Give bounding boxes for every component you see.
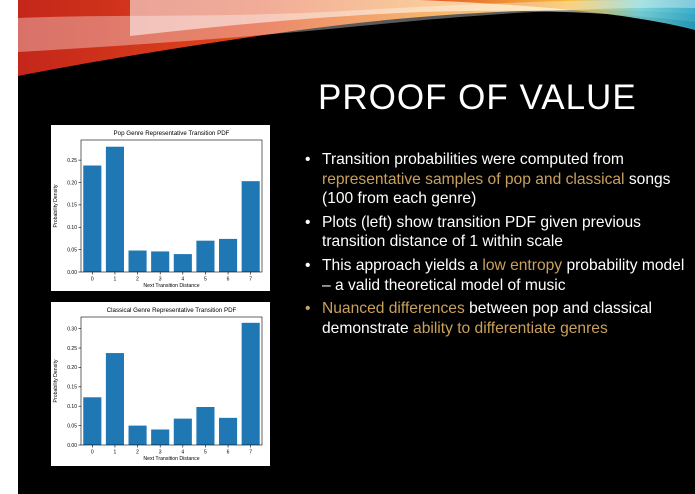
x-tick-label: 4	[181, 277, 184, 283]
chart-bar	[196, 406, 215, 445]
x-tick-label: 3	[159, 450, 162, 456]
y-axis-label: Probability Density	[53, 359, 59, 402]
x-tick-label: 6	[227, 450, 230, 456]
y-tick-label: 0.20	[67, 180, 77, 186]
y-tick-label: 0.15	[67, 203, 77, 209]
y-tick-label: 0.10	[67, 404, 77, 410]
x-tick-label: 0	[91, 277, 94, 283]
chart-bar	[196, 240, 215, 272]
bullet-item: • This approach yields a low entropy pro…	[303, 256, 691, 295]
pop-chart: Pop Genre Representative Transition PDF 0…	[51, 125, 270, 291]
x-tick-label: 1	[114, 277, 117, 283]
chart-bar	[83, 165, 102, 272]
x-tick-label: 5	[204, 450, 207, 456]
x-tick-label: 4	[181, 450, 184, 456]
bullet-item: • Nuanced differences between pop and cl…	[303, 299, 691, 338]
chart-bar	[128, 425, 147, 445]
chart-bar	[219, 238, 238, 272]
y-tick-label: 0.25	[67, 158, 77, 164]
x-tick-label: 6	[227, 277, 230, 283]
bullet-text: Transition probabilities were computed f…	[322, 151, 624, 168]
bullet-dot-icon: •	[305, 151, 311, 168]
slide-title: PROOF OF VALUE	[318, 78, 637, 117]
classical-chart: Classical Genre Representative Transitio…	[51, 302, 270, 466]
chart-bar	[105, 146, 124, 272]
bullet-highlight: low entropy	[482, 256, 563, 274]
chart-bar	[151, 251, 170, 272]
x-tick-label: 5	[204, 277, 207, 283]
pop-chart-svg: Pop Genre Representative Transition PDF 0…	[53, 130, 263, 289]
y-tick-label: 0.25	[67, 346, 77, 352]
chart-bar	[241, 181, 260, 272]
chart-frame	[80, 316, 263, 446]
x-axis-label: Next Transition Distance	[143, 283, 199, 289]
y-axis-label: Probability Density	[53, 184, 59, 227]
bullet-item: • Plots (left) show transition PDF given…	[303, 213, 691, 252]
chart-bar	[105, 353, 124, 445]
chart-bar	[173, 254, 192, 272]
bullet-highlight: Nuanced differences	[322, 300, 465, 318]
x-tick-label: 2	[136, 450, 139, 456]
chart-bar	[219, 417, 238, 445]
y-tick-label: 0.00	[67, 443, 77, 449]
y-tick-label: 0.05	[67, 247, 77, 253]
bullet-dot-icon: •	[305, 300, 311, 318]
classical-chart-svg: Classical Genre Representative Transitio…	[53, 307, 263, 462]
y-tick-label: 0.00	[67, 270, 77, 276]
chart-frame	[80, 139, 263, 273]
x-tick-label: 2	[136, 277, 139, 283]
bullet-list: • Transition probabilities were computed…	[303, 150, 691, 342]
y-tick-label: 0.05	[67, 423, 77, 429]
x-tick-label: 7	[249, 450, 252, 456]
x-tick-label: 7	[249, 277, 252, 283]
bullet-dot-icon: •	[305, 256, 311, 274]
bullet-text: probability model – a valid theoretical …	[322, 256, 685, 294]
y-tick-label: 0.15	[67, 385, 77, 391]
bullet-highlight: ability to differentiate genres	[413, 319, 608, 337]
x-tick-label: 1	[114, 450, 117, 456]
x-tick-label: 3	[159, 277, 162, 283]
chart-bar	[151, 429, 170, 445]
chart-bar	[128, 250, 147, 272]
bullet-text: between pop and classical demonstrate	[322, 300, 652, 337]
bullet-dot-icon: •	[305, 213, 311, 231]
chart-bar	[83, 397, 102, 445]
x-axis-label: Next Transition Distance	[143, 456, 199, 462]
bullet-item: • Transition probabilities were computed…	[303, 150, 691, 209]
bullet-text: This approach yields a	[322, 256, 483, 274]
x-tick-label: 0	[91, 450, 94, 456]
y-tick-label: 0.20	[67, 365, 77, 371]
chart-title: Classical Genre Representative Transitio…	[107, 307, 237, 314]
decorative-swoosh	[18, 0, 695, 76]
y-tick-label: 0.10	[67, 225, 77, 231]
chart-title: Pop Genre Representative Transition PDF	[114, 130, 230, 137]
y-tick-label: 0.30	[67, 326, 77, 332]
chart-bar	[241, 322, 260, 445]
chart-bar	[173, 418, 192, 445]
bullet-highlight: representative samples of pop and classi…	[322, 170, 625, 188]
bullet-text: songs (100 from each genre)	[322, 170, 671, 208]
bullet-text: Plots (left) show transition PDF given p…	[322, 213, 641, 251]
